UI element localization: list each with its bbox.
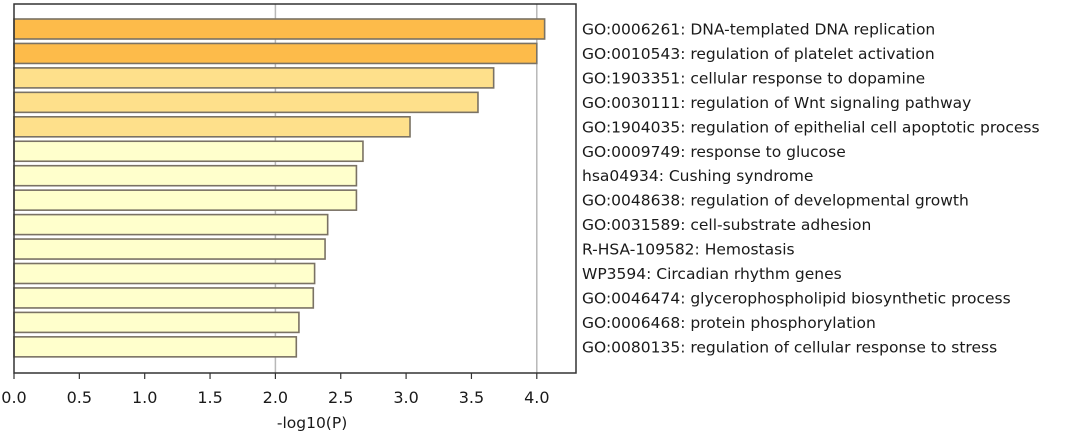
x-axis-title: -log10(P)	[277, 414, 347, 432]
x-tick-label: 0.0	[1, 388, 26, 407]
gridlines	[274, 4, 538, 373]
x-tick-label: 0.5	[67, 388, 92, 407]
bar	[13, 164, 358, 187]
x-axis-ticks: 0.0 0.5 1.0 1.5 2.0 2.5 3.0 3.5 4.0	[1, 373, 550, 407]
bar	[13, 42, 538, 65]
category-label: GO:0010543: regulation of platelet activ…	[582, 45, 935, 63]
category-labels: GO:0006261: DNA-templated DNA replicatio…	[582, 21, 1040, 357]
category-label: GO:0046474: glycerophospholipid biosynth…	[582, 289, 1011, 307]
x-tick-label: 2.0	[263, 388, 288, 407]
bar	[13, 238, 326, 260]
x-tick-label: 2.5	[328, 388, 353, 407]
bar	[13, 18, 546, 40]
bar	[13, 287, 315, 309]
x-tick-label: 3.0	[393, 388, 418, 407]
bar	[13, 311, 300, 334]
category-label: GO:0006261: DNA-templated DNA replicatio…	[582, 21, 935, 39]
category-label: R-HSA-109582: Hemostasis	[582, 241, 795, 259]
category-label: GO:0080135: regulation of cellular respo…	[582, 338, 997, 356]
bar	[13, 262, 316, 285]
x-tick-label: 4.0	[524, 388, 549, 407]
plot-frame	[13, 3, 577, 374]
bar	[13, 213, 329, 236]
category-label: WP3594: Circadian rhythm genes	[582, 265, 842, 283]
category-label: GO:1904035: regulation of epithelial cel…	[582, 118, 1040, 136]
category-label: GO:0031589: cell-substrate adhesion	[582, 216, 871, 234]
bar	[13, 67, 495, 89]
category-label: GO:1903351: cellular response to dopamin…	[582, 69, 925, 87]
x-tick-label: 1.0	[132, 388, 157, 407]
bar	[13, 336, 298, 358]
category-label: GO:0006468: protein phosphorylation	[582, 314, 876, 332]
bar	[13, 189, 358, 211]
x-tick-label: 1.5	[197, 388, 222, 407]
category-label: hsa04934: Cushing syndrome	[582, 167, 813, 185]
category-label: GO:0009749: response to glucose	[582, 143, 846, 161]
category-label: GO:0030111: regulation of Wnt signaling …	[582, 94, 971, 112]
bar	[13, 91, 479, 114]
bar	[13, 116, 411, 138]
category-label: GO:0048638: regulation of developmental …	[582, 192, 969, 210]
x-tick-label: 3.5	[459, 388, 484, 407]
bars	[13, 18, 546, 358]
bar	[13, 140, 364, 163]
